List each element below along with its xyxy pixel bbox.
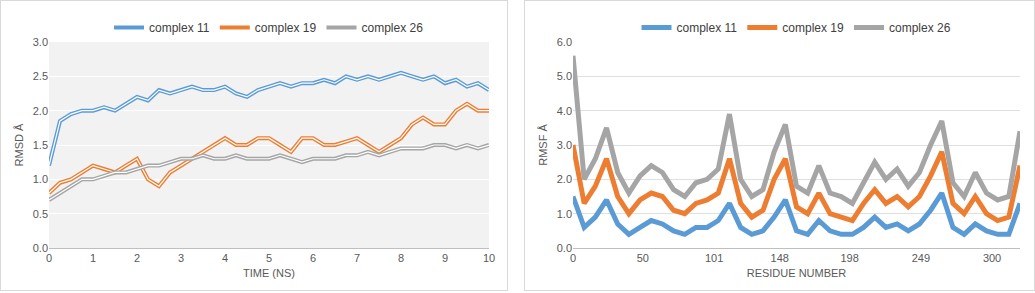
svg-text:50: 50 — [637, 252, 649, 264]
svg-text:148: 148 — [771, 252, 789, 264]
svg-text:2.5: 2.5 — [33, 70, 48, 82]
svg-text:5: 5 — [266, 252, 272, 264]
svg-text:3.0: 3.0 — [33, 36, 48, 48]
svg-text:TIME (NS): TIME (NS) — [243, 267, 295, 279]
svg-text:RMSF Å: RMSF Å — [537, 124, 549, 166]
svg-text:0.0: 0.0 — [557, 242, 572, 254]
svg-text:3.0: 3.0 — [557, 139, 572, 151]
svg-text:300: 300 — [983, 252, 1001, 264]
svg-text:6.0: 6.0 — [557, 36, 572, 48]
svg-text:4.0: 4.0 — [557, 105, 572, 117]
svg-text:1.0: 1.0 — [557, 208, 572, 220]
svg-text:1.0: 1.0 — [33, 173, 48, 185]
svg-text:complex 19: complex 19 — [782, 21, 844, 35]
svg-text:249: 249 — [912, 252, 930, 264]
svg-text:5.0: 5.0 — [557, 70, 572, 82]
svg-text:complex 26: complex 26 — [889, 21, 951, 35]
svg-text:2.0: 2.0 — [557, 173, 572, 185]
svg-text:198: 198 — [840, 252, 858, 264]
svg-text:4: 4 — [222, 252, 228, 264]
svg-text:complex 19: complex 19 — [255, 21, 317, 35]
svg-text:1: 1 — [90, 252, 96, 264]
svg-text:2: 2 — [134, 252, 140, 264]
svg-text:6: 6 — [310, 252, 316, 264]
svg-text:9: 9 — [442, 252, 448, 264]
svg-text:0.0: 0.0 — [33, 242, 48, 254]
svg-text:complex 11: complex 11 — [677, 21, 738, 35]
svg-text:0: 0 — [570, 252, 576, 264]
svg-text:8: 8 — [398, 252, 404, 264]
svg-text:2.0: 2.0 — [33, 105, 48, 117]
svg-text:RESIDUE NUMBER: RESIDUE NUMBER — [747, 267, 847, 279]
svg-text:complex 26: complex 26 — [361, 21, 423, 35]
svg-text:RMSD Å: RMSD Å — [13, 123, 25, 166]
svg-text:101: 101 — [705, 252, 723, 264]
svg-text:0: 0 — [46, 252, 52, 264]
svg-text:1.5: 1.5 — [33, 139, 48, 151]
svg-text:complex 11: complex 11 — [149, 21, 210, 35]
svg-text:7: 7 — [354, 252, 360, 264]
svg-text:10: 10 — [483, 252, 495, 264]
svg-text:0.5: 0.5 — [33, 208, 48, 220]
svg-text:3: 3 — [178, 252, 184, 264]
